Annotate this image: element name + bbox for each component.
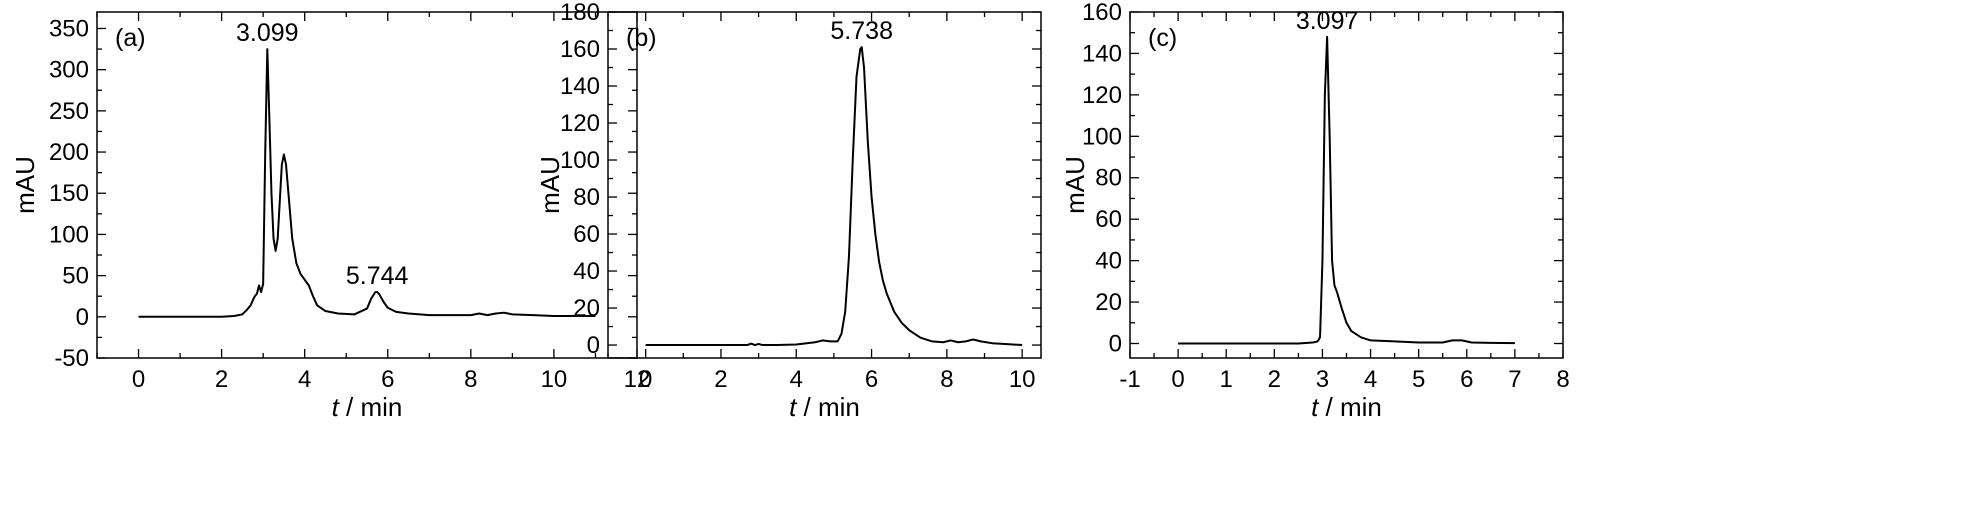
x-tick-label: -1	[1119, 366, 1140, 393]
plot-frame	[607, 11, 1042, 359]
peak-label: 5.738	[830, 17, 893, 45]
y-axis-label: mAU	[1060, 156, 1090, 214]
x-tick-label: 4	[298, 366, 311, 393]
x-tick-label: 7	[1508, 366, 1521, 393]
x-tick-label: 0	[1171, 366, 1184, 393]
y-tick-label: 0	[1109, 330, 1122, 357]
y-tick-label: 100	[1082, 123, 1122, 150]
y-tick-label: 250	[49, 98, 89, 125]
x-tick-label: 2	[1268, 366, 1281, 393]
y-tick-label: 0	[76, 304, 89, 331]
y-tick-label: 120	[1082, 82, 1122, 109]
x-axis-unit: / min	[796, 392, 860, 422]
chromatogram-line	[645, 46, 1023, 347]
x-axis-variable: t	[1311, 392, 1320, 422]
x-tick-label: 0	[132, 366, 145, 393]
y-tick-label: -50	[54, 345, 89, 372]
x-tick-label: 3	[1316, 366, 1329, 393]
x-axis-variable: t	[332, 392, 341, 422]
y-tick-label: 40	[573, 258, 600, 285]
x-tick-label: 10	[541, 366, 568, 393]
y-tick-label: 60	[1095, 206, 1122, 233]
y-tick-label: 60	[573, 221, 600, 248]
y-tick-label: 80	[1095, 165, 1122, 192]
x-axis-label: t / min	[789, 392, 860, 422]
y-tick-label: 140	[560, 73, 600, 100]
x-tick-label: 4	[790, 366, 803, 393]
y-axis-label: mAU	[535, 156, 565, 214]
peak-label: 3.097	[1296, 7, 1359, 35]
panel-label: (a)	[115, 24, 146, 52]
y-tick-label: 0	[587, 332, 600, 359]
x-tick-label: 8	[1556, 366, 1569, 393]
y-tick-label: 150	[49, 180, 89, 207]
y-tick-label: 100	[49, 221, 89, 248]
y-tick-label: 50	[62, 263, 89, 290]
y-axis-label: mAU	[10, 156, 40, 214]
x-tick-label: 8	[464, 366, 477, 393]
y-tick-label: 300	[49, 57, 89, 84]
chromatogram-line	[1178, 35, 1515, 345]
x-tick-label: 6	[1460, 366, 1473, 393]
x-tick-label: 6	[381, 366, 394, 393]
x-tick-label: 6	[865, 366, 878, 393]
y-tick-label: 350	[49, 15, 89, 42]
x-tick-label: 12	[624, 366, 651, 393]
x-axis-unit: / min	[339, 392, 403, 422]
y-tick-label: 40	[1095, 248, 1122, 275]
x-tick-label: 10	[1009, 366, 1036, 393]
y-tick-label: 20	[573, 295, 600, 322]
panel-label: (b)	[626, 24, 657, 52]
peak-label: 5.744	[346, 262, 409, 290]
y-tick-label: 140	[1082, 40, 1122, 67]
y-tick-label: 120	[560, 110, 600, 137]
plot-frame	[96, 11, 638, 359]
peak-label: 3.099	[236, 19, 299, 47]
y-tick-label: 20	[1095, 289, 1122, 316]
x-axis-variable: t	[789, 392, 798, 422]
x-tick-label: 1	[1220, 366, 1233, 393]
y-tick-label: 100	[560, 147, 600, 174]
x-axis-label: t / min	[332, 392, 403, 422]
x-tick-label: 0	[639, 366, 652, 393]
x-tick-label: 8	[940, 366, 953, 393]
x-tick-label: 5	[1412, 366, 1425, 393]
chromatogram-line	[138, 48, 596, 318]
y-tick-label: 160	[1082, 0, 1122, 26]
x-axis-label: t / min	[1311, 392, 1382, 422]
y-tick-label: 160	[560, 36, 600, 63]
y-tick-label: 200	[49, 139, 89, 166]
y-tick-label: 180	[560, 0, 600, 26]
panel-label: (c)	[1148, 24, 1177, 52]
plot-frame	[1129, 11, 1564, 359]
x-tick-label: 2	[714, 366, 727, 393]
x-axis-unit: / min	[1318, 392, 1382, 422]
y-tick-label: 80	[573, 184, 600, 211]
x-tick-label: 2	[215, 366, 228, 393]
x-tick-label: 4	[1364, 366, 1377, 393]
